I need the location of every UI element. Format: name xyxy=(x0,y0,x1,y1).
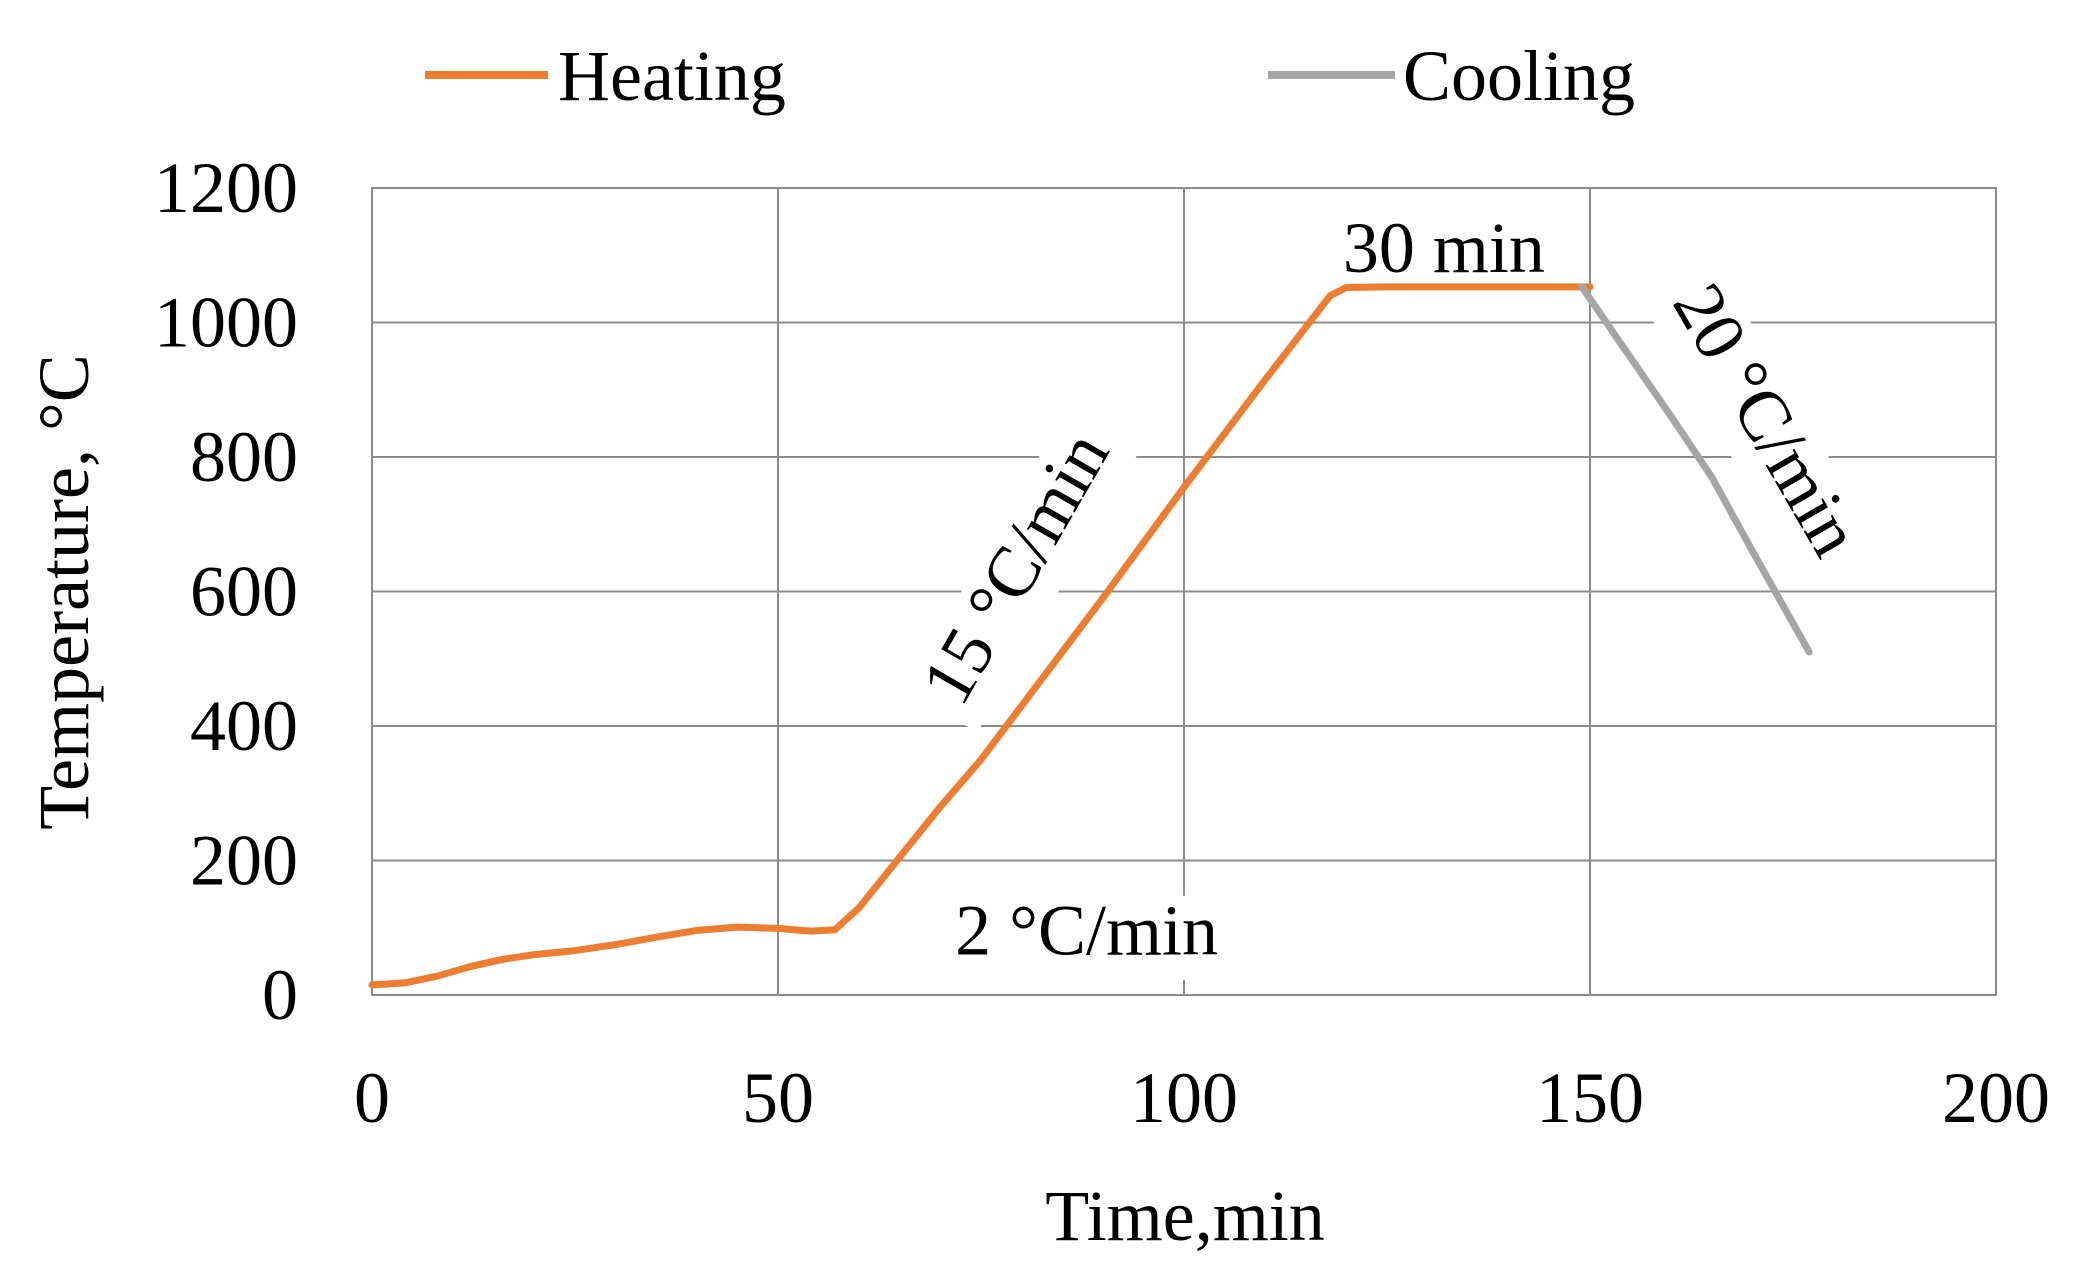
legend-label-heating: Heating xyxy=(558,36,786,116)
y-tick-labels: 0 200 400 600 800 1000 1200 xyxy=(154,148,298,1035)
annotation-background xyxy=(943,895,1230,980)
annotation-background xyxy=(1643,262,1878,585)
annotation-background xyxy=(1330,213,1557,298)
y-tick-label: 1200 xyxy=(154,148,298,228)
series-line-cooling xyxy=(1578,283,1813,656)
y-tick-label: 600 xyxy=(190,552,298,632)
annotation-label: 2 °C/min xyxy=(955,890,1218,970)
y-axis-label: Temperature, °C xyxy=(24,354,104,830)
plot-frame xyxy=(371,187,1997,996)
x-axis-label: Time,min xyxy=(1045,1176,1324,1256)
y-tick-label: 800 xyxy=(190,417,298,497)
x-tick-label: 0 xyxy=(354,1058,390,1138)
series-line-heating xyxy=(368,283,1594,989)
annotation-background xyxy=(904,410,1139,733)
y-tick-label: 1000 xyxy=(154,283,298,363)
x-tick-label: 200 xyxy=(1942,1058,2050,1138)
annotation-label: 15 °C/min xyxy=(906,418,1125,717)
annotation-label: 20 °C/min xyxy=(1658,270,1877,569)
series-layer xyxy=(368,283,1813,989)
annotation-label: 30 min xyxy=(1343,208,1545,288)
x-tick-label: 50 xyxy=(742,1058,814,1138)
y-tick-label: 400 xyxy=(190,686,298,766)
legend: Heating Cooling xyxy=(425,36,1635,116)
y-tick-label: 0 xyxy=(262,955,298,1035)
x-tick-label: 100 xyxy=(1130,1058,1238,1138)
x-tick-label: 150 xyxy=(1536,1058,1644,1138)
gridlines xyxy=(372,188,1996,995)
legend-label-cooling: Cooling xyxy=(1403,36,1635,116)
y-tick-label: 200 xyxy=(190,821,298,901)
annotation-backgrounds xyxy=(904,213,1878,980)
x-tick-labels: 0 50 100 150 200 xyxy=(354,1058,2050,1138)
